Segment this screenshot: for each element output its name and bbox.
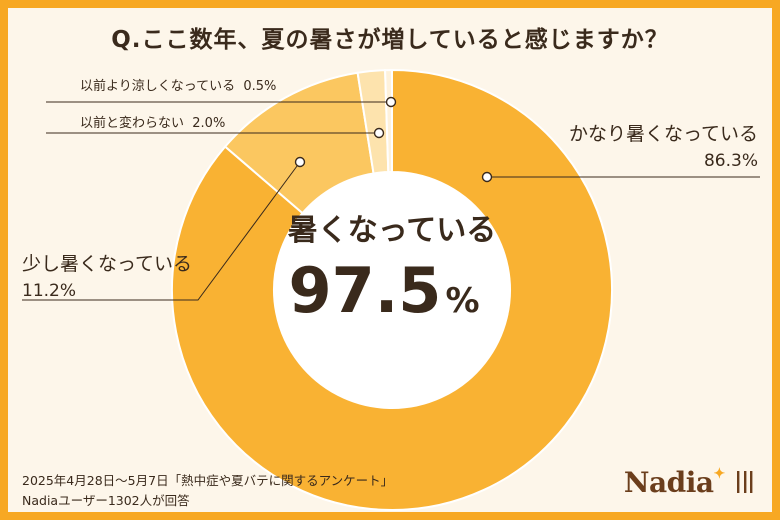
slice-value-1: 11.2% (22, 281, 76, 301)
leader-line-1 (22, 161, 301, 301)
page: Q.ここ数年、夏の暑さが増していると感じますか？ かなり暑くなっている 86.3%… (8, 8, 772, 512)
pie-slice-0 (171, 68, 613, 511)
center-unit: % (445, 281, 479, 321)
utensil-icon (737, 471, 753, 493)
leader-dot-3 (385, 96, 397, 108)
center-value: 97.5 (288, 254, 441, 327)
frame: Q.ここ数年、夏の暑さが増していると感じますか？ かなり暑くなっている 86.3%… (8, 8, 772, 512)
leader-dot-1 (294, 156, 306, 168)
slice-value-0: 86.3% (704, 151, 758, 171)
slice-label-1: 少し暑くなっている (22, 253, 192, 275)
slice-label-3: 以前より涼しくなっている 0.5% (80, 78, 276, 94)
center-label: 暑くなっている (288, 213, 497, 248)
donut-hole (274, 172, 510, 408)
fork-spoon-icon: ✦ (713, 466, 726, 482)
leader-dot-0 (481, 171, 493, 183)
slice-label-0: かなり暑くなっている (569, 123, 758, 145)
chart-title: Q.ここ数年、夏の暑さが増していると感じますか？ (111, 27, 669, 53)
footer-respondents: Nadiaユーザー1302人が回答 (22, 493, 190, 508)
nadia-logo: Nadia✦ (624, 466, 756, 499)
footer-survey-info: 2025年4月28日～5月7日「熱中症や夏バテに関するアンケート」 (22, 473, 394, 488)
leader-dot-2 (373, 127, 385, 139)
logo-text: Nadia (623, 466, 714, 499)
center-value-group: 97.5% (288, 254, 479, 327)
donut-chart: かなり暑くなっている 86.3% 少し暑くなっている 11.2% 以前と変わらない 2.… (22, 68, 760, 511)
slice-label-2: 以前と変わらない 2.0% (80, 115, 225, 131)
